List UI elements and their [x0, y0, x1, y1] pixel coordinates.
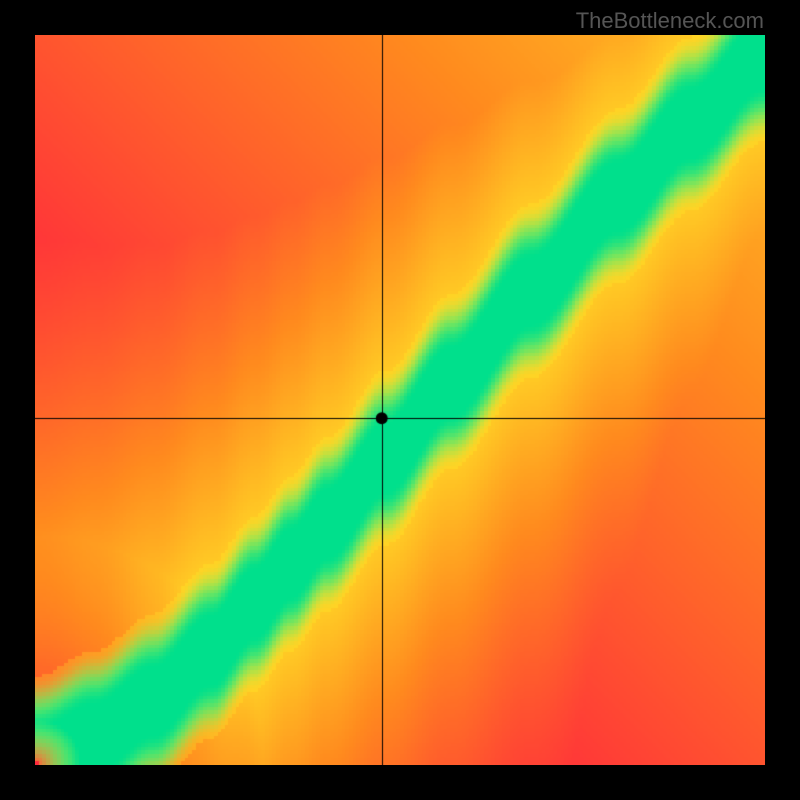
watermark-text: TheBottleneck.com: [576, 8, 764, 34]
chart-container: TheBottleneck.com: [0, 0, 800, 800]
crosshair-overlay: [35, 35, 765, 765]
